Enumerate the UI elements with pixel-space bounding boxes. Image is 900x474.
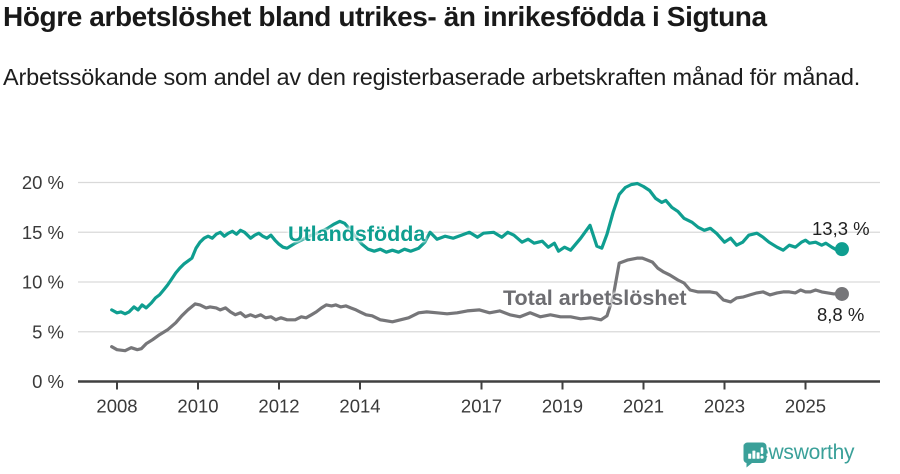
logo-exclamation-dot <box>760 455 764 459</box>
logo-bar-1 <box>748 453 752 459</box>
x-tick-label: 2019 <box>542 396 583 417</box>
y-tick-label: 20 % <box>22 172 64 193</box>
y-tick-label: 5 % <box>32 321 64 342</box>
x-tick-label: 2014 <box>339 396 380 417</box>
series-label-total-arbetsloshet: Total arbetslöshet <box>503 286 687 310</box>
utlandsfodda-line <box>110 181 844 316</box>
page-title: Högre arbetslöshet bland utrikes- än inr… <box>3 1 767 32</box>
x-tick-label: 2017 <box>461 396 502 417</box>
chart-subtitle: Arbetssökande som andel av den registerb… <box>3 64 861 90</box>
x-tick-label: 2021 <box>623 396 664 417</box>
x-tick-label: 2025 <box>785 396 826 417</box>
utlandsfodda-end-dot <box>834 242 849 257</box>
end-value-label-utlandsfodda: 13,3 % <box>812 218 870 239</box>
x-tick-label: 2023 <box>704 396 745 417</box>
end-value-label-total: 8,8 % <box>817 304 865 325</box>
y-tick-label: 0 % <box>32 371 64 392</box>
series-label-utlandsfodda: Utlandsfödda <box>288 222 426 246</box>
newsworthy-logo[interactable]: Newsworthy <box>742 441 855 468</box>
x-tick-label: 2010 <box>177 396 218 417</box>
x-tick-label: 2008 <box>96 396 137 417</box>
logo-exclamation-stem <box>760 447 764 454</box>
logo-bar-2 <box>752 450 756 459</box>
y-tick-label: 10 % <box>22 272 64 293</box>
x-tick-label: 2012 <box>258 396 299 417</box>
newsworthy-wordmark: Newsworthy <box>742 441 855 464</box>
y-tick-label: 15 % <box>22 222 64 243</box>
newsworthy-logo-icon <box>743 442 767 468</box>
total-line <box>110 256 844 353</box>
total-end-dot <box>834 286 849 301</box>
logo-bar-3 <box>756 452 760 459</box>
